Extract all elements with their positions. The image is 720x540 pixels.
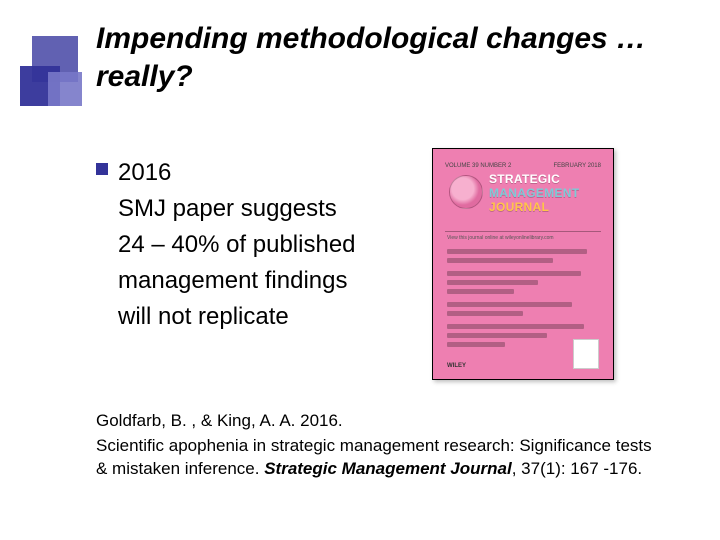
body-line: SMJ paper suggests	[118, 195, 337, 222]
toc-line	[447, 249, 587, 254]
toc-line	[447, 280, 538, 285]
cover-header: VOLUME 39 NUMBER 2 FEBRUARY 2018	[445, 163, 601, 169]
citation-line-2: Scientific apophenia in strategic manage…	[96, 435, 666, 481]
body-line: will not replicate	[118, 303, 289, 330]
title-square-icon	[48, 72, 82, 106]
citation-line-1: Goldfarb, B. , & King, A. A. 2016.	[96, 410, 666, 433]
toc-entry	[447, 249, 599, 263]
title-line-1: Impending methodological changes …	[96, 22, 646, 55]
toc-line	[447, 342, 505, 347]
toc-line	[447, 258, 553, 263]
cover-publisher: WILEY	[447, 363, 466, 369]
cover-volume: VOLUME 39 NUMBER 2	[445, 163, 511, 169]
citation-post: , 37(1): 167 -176.	[512, 459, 642, 478]
toc-entry	[447, 302, 599, 316]
cover-date: FEBRUARY 2018	[554, 163, 601, 169]
cover-title-block: STRATEGIC MANAGEMENT JOURNAL	[449, 173, 603, 227]
toc-line	[447, 271, 581, 276]
citation-journal-name: Strategic Management Journal	[264, 459, 512, 478]
body-line: 24 – 40% of published	[118, 231, 356, 258]
toc-line	[447, 333, 547, 338]
title-line-2: really?	[96, 60, 193, 93]
body-year: 2016	[118, 159, 171, 186]
cover-title-line: JOURNAL	[489, 201, 579, 215]
toc-entry	[447, 271, 599, 294]
toc-line	[447, 324, 584, 329]
body-line: management findings	[118, 267, 347, 294]
toc-line	[447, 289, 514, 294]
journal-cover-image: VOLUME 39 NUMBER 2 FEBRUARY 2018 STRATEG…	[432, 148, 614, 380]
cover-title-line: MANAGEMENT	[489, 187, 579, 201]
cover-thumbnail-icon	[573, 339, 599, 369]
body-text: 2016 SMJ paper suggests 24 – 40% of publ…	[118, 155, 356, 335]
toc-line	[447, 302, 572, 307]
cover-title-line: STRATEGIC	[489, 173, 579, 187]
divider	[445, 231, 601, 232]
slide: Impending methodological changes … reall…	[0, 0, 720, 540]
toc-line	[447, 311, 523, 316]
square-bullet-icon	[96, 163, 108, 175]
globe-icon	[449, 175, 483, 209]
cover-subline: View this journal online at wileyonlinel…	[447, 235, 554, 241]
page-title: Impending methodological changes … reall…	[96, 20, 646, 95]
citation: Goldfarb, B. , & King, A. A. 2016. Scien…	[96, 410, 666, 481]
title-bullet-graphic	[20, 36, 82, 126]
cover-toc	[447, 249, 599, 349]
cover-journal-title: STRATEGIC MANAGEMENT JOURNAL	[489, 173, 579, 214]
